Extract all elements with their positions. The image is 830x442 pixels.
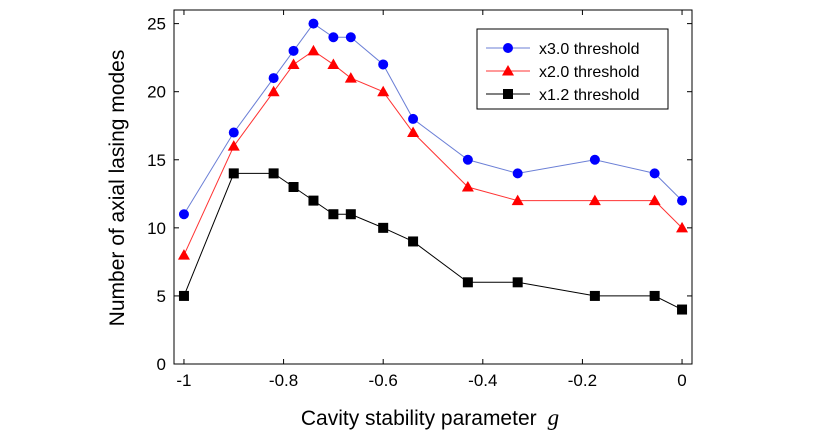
data-point [344, 72, 357, 83]
legend-label: x3.0 threshold [539, 41, 640, 58]
series-layer [177, 18, 689, 315]
data-point [345, 32, 356, 43]
data-point [648, 194, 661, 206]
data-point [227, 140, 240, 151]
x-tick-label: -0.8 [269, 371, 298, 390]
data-point [287, 58, 300, 69]
series-line [183, 50, 683, 256]
data-point [228, 127, 239, 138]
y-tick-label: 20 [147, 83, 166, 102]
y-tick-label: 25 [147, 15, 166, 34]
data-point [327, 58, 340, 69]
data-point [462, 154, 473, 165]
data-point [328, 32, 339, 43]
legend-item: x3.0 threshold [486, 41, 640, 58]
data-point [328, 209, 339, 220]
data-point [407, 126, 420, 138]
data-point [178, 209, 189, 220]
legend-item: x2.0 threshold [486, 64, 640, 81]
legend-marker [503, 43, 513, 53]
y-axis-title: Number of axial lasing modes [106, 50, 129, 327]
data-point [461, 181, 474, 192]
data-point [307, 44, 320, 56]
data-point [177, 249, 190, 260]
data-point [677, 195, 688, 206]
y-axis: 0 5 10 15 20 25 [147, 15, 692, 374]
data-point [377, 85, 390, 97]
x-tick-label: -0.6 [369, 371, 398, 390]
legend-marker [502, 65, 514, 76]
legend-label: x2.0 threshold [539, 64, 640, 81]
y-tick-label: 10 [147, 219, 166, 238]
x-tick-label: 0 [677, 371, 686, 390]
data-point [676, 221, 689, 233]
data-point [308, 195, 319, 206]
data-point [649, 290, 660, 301]
data-point [378, 59, 389, 70]
x-tick-label: -0.2 [568, 371, 597, 390]
data-point [268, 168, 279, 179]
x-axis-symbol: g [548, 405, 560, 430]
data-point [178, 290, 189, 301]
data-point [267, 85, 280, 97]
data-point [677, 304, 688, 315]
legend-label: x1.2 threshold [539, 87, 640, 104]
x-axis-title-text: Cavity stability parameter [301, 407, 537, 430]
series-line [183, 22, 683, 215]
y-tick-label: 15 [147, 151, 166, 170]
data-point [649, 168, 660, 179]
data-point [288, 182, 299, 192]
legend-marker [503, 89, 513, 99]
data-point [408, 236, 419, 247]
data-point [588, 194, 601, 206]
x-tick-label: -0.4 [468, 371, 497, 390]
data-point [589, 290, 600, 301]
data-point [589, 154, 600, 165]
legend-item: x1.2 threshold [486, 87, 640, 104]
data-point [308, 18, 319, 29]
data-point [378, 222, 389, 233]
x-axis-title: Cavity stability parameter g [301, 405, 559, 430]
series-triangle [177, 44, 689, 260]
x-tick-label: -1 [176, 371, 191, 390]
data-point [511, 194, 524, 206]
data-point [462, 277, 473, 288]
legend: x3.0 threshold x2.0 threshold x1.2 thresho… [476, 28, 669, 110]
y-tick-label: 5 [157, 287, 166, 306]
data-point [288, 45, 299, 56]
series-square [178, 168, 688, 315]
data-point [512, 168, 523, 179]
data-point [268, 73, 279, 84]
data-point [345, 209, 356, 220]
data-point [408, 113, 419, 124]
x-axis: -1 -0.8 -0.6 -0.4 -0.2 0 [176, 10, 687, 390]
y-tick-label: 0 [157, 355, 166, 374]
data-point [512, 277, 523, 288]
series-circle [178, 18, 688, 220]
data-point [228, 168, 239, 179]
